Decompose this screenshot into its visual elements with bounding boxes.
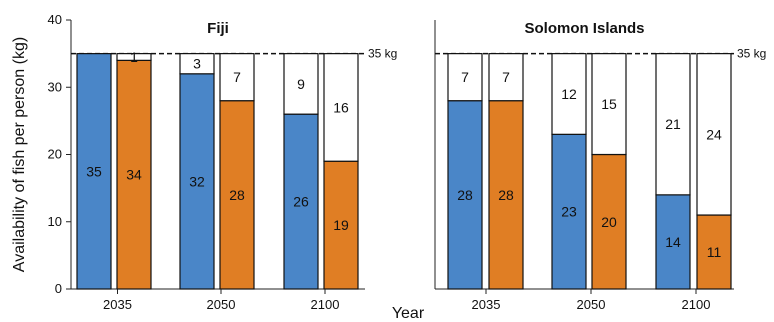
panel-fiji: Fiji 0 10 20 30 40 35 kg 35 34 1 32 3 28 7 26 9 19 16 203… <box>48 12 398 312</box>
bar-gap-label: 16 <box>333 99 349 115</box>
bar-gap-2050 <box>179 53 215 75</box>
bar-gap-label: 7 <box>461 69 469 85</box>
bar-gap-2035 <box>488 53 524 102</box>
bar-gap-label: 7 <box>502 69 510 85</box>
reference-line-label: 35 kg <box>368 47 397 61</box>
bar-blue-2100 <box>655 194 691 290</box>
bar-gap-2050 <box>219 53 255 102</box>
bar-gap-2100 <box>655 53 691 196</box>
bar-gap-label: 15 <box>601 96 617 112</box>
bar-orange-2050 <box>591 153 627 290</box>
bar-gap-label: 21 <box>665 116 681 132</box>
y-tick-label: 40 <box>48 12 62 27</box>
bar-value-label: 28 <box>229 187 245 203</box>
bar-value-label: 34 <box>126 167 142 183</box>
x-tick-label: 2100 <box>311 297 340 312</box>
reference-line-label: 35 kg <box>737 47 766 61</box>
y-tick-label: 20 <box>48 147 62 162</box>
bar-gap-label: 9 <box>297 76 305 92</box>
bar-blue-2035 <box>76 53 112 290</box>
bar-gap-2100 <box>323 53 359 162</box>
panel-title: Fiji <box>207 20 229 37</box>
bar-blue-2050 <box>551 133 587 290</box>
x-tick-label: 2035 <box>472 297 501 312</box>
bar-gap-2035 <box>447 53 483 102</box>
bar-value-label: 19 <box>333 217 349 233</box>
bar-value-label: 35 <box>86 163 102 179</box>
bar-value-label: 28 <box>457 187 473 203</box>
bar-gap-2100 <box>696 53 732 216</box>
bar-value-label: 23 <box>561 204 577 220</box>
bar-orange-2035 <box>488 100 524 290</box>
bar-gap-2050 <box>591 53 627 156</box>
bar-orange-2035 <box>116 59 152 290</box>
bar-gap-label: 3 <box>193 56 201 72</box>
bar-gap-label: 7 <box>233 69 241 85</box>
bar-value-label: 11 <box>707 244 722 260</box>
bar-blue-2050 <box>179 73 215 290</box>
y-tick-label: 30 <box>48 79 62 94</box>
bar-value-label: 28 <box>498 187 514 203</box>
y-tick-label: 10 <box>48 214 62 229</box>
bar-gap-label: 12 <box>561 86 577 102</box>
x-tick-label: 2050 <box>577 297 606 312</box>
bar-gap-2100 <box>283 53 319 115</box>
bar-value-label: 32 <box>189 173 205 189</box>
bar-value-label: 14 <box>665 234 681 250</box>
bar-gap-2035 <box>116 53 152 61</box>
y-axis-title: Availability of fish per person (kg) <box>11 37 28 272</box>
bar-value-label: 20 <box>601 214 617 230</box>
bar-orange-2050 <box>219 100 255 290</box>
bar-gap-2050 <box>551 53 587 135</box>
bar-blue-2100 <box>283 113 319 290</box>
panel-solomon-islands: Solomon Islands 35 kg 28 7 28 7 23 12 20 15 14 21 1… <box>434 20 766 312</box>
y-tick-label: 0 <box>55 281 62 296</box>
x-tick-label: 2100 <box>682 297 711 312</box>
bar-gap-label: 1 <box>130 49 138 65</box>
bar-value-label: 26 <box>293 194 309 210</box>
panel-title: Solomon Islands <box>524 20 644 37</box>
bar-blue-2035 <box>447 100 483 290</box>
x-axis-title: Year <box>392 305 425 322</box>
bar-gap-label: 24 <box>706 126 722 142</box>
x-tick-label: 2035 <box>103 297 132 312</box>
x-tick-label: 2050 <box>207 297 236 312</box>
